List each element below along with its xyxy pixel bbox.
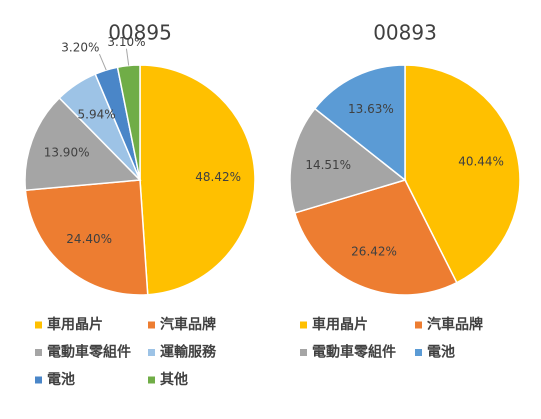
- legend-swatch: [415, 349, 422, 356]
- legend-label: 其他: [160, 371, 188, 388]
- legend-label: 電動車零組件: [47, 344, 131, 361]
- legend-swatch: [35, 321, 42, 329]
- data-label: 24.40%: [66, 232, 112, 246]
- pie-slice: [289, 107, 407, 214]
- data-label: 26.42%: [351, 244, 397, 258]
- legend-swatch: [148, 376, 155, 384]
- pie-slice: [293, 179, 458, 296]
- pie-slice: [24, 96, 142, 192]
- chart-title: 00895: [108, 21, 172, 45]
- pie-slice: [24, 179, 149, 296]
- data-label: 14.51%: [305, 158, 351, 172]
- legend-swatch: [148, 321, 155, 329]
- legend-label: 車用晶片: [47, 316, 103, 333]
- pie-slice: [116, 64, 141, 181]
- legend-label: 汽車品牌: [427, 316, 483, 333]
- leader-line: [98, 53, 107, 71]
- legend-swatch: [300, 321, 307, 329]
- pie-slice: [313, 64, 406, 182]
- legend-label: 電池: [427, 344, 455, 361]
- legend-label: 車用晶片: [312, 316, 368, 333]
- data-label: 3.10%: [107, 35, 145, 49]
- data-label: 48.42%: [195, 170, 241, 184]
- legend-swatch: [415, 321, 422, 329]
- leader-line: [125, 48, 130, 66]
- data-label: 13.63%: [348, 102, 394, 116]
- legend-label: 電動車零組件: [312, 344, 396, 361]
- legend-swatch: [35, 376, 42, 384]
- legend-swatch: [35, 349, 42, 356]
- legend-swatch: [300, 349, 307, 356]
- data-label: 40.44%: [458, 154, 504, 168]
- legend-label: 汽車品牌: [160, 316, 216, 333]
- chart-title: 00893: [373, 21, 437, 45]
- legend-swatch: [148, 349, 155, 356]
- pie-slice: [404, 64, 521, 284]
- data-label: 5.94%: [78, 107, 116, 121]
- data-label: 3.20%: [61, 41, 99, 55]
- data-label: 13.90%: [44, 146, 90, 160]
- pie-slice: [139, 64, 256, 296]
- legend-label: 運輸服務: [160, 344, 217, 361]
- legend-label: 電池: [47, 371, 75, 388]
